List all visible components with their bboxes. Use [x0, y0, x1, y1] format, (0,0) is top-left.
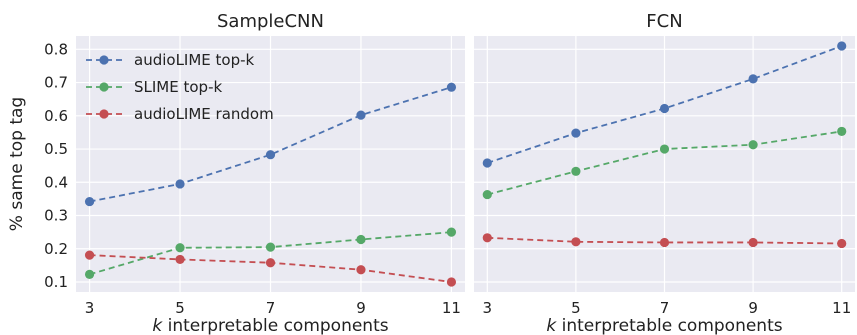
x-axis-label-rest-fcn: interpretable components — [556, 316, 783, 335]
series-audiolime-top-k — [482, 41, 847, 168]
data-point — [482, 158, 492, 168]
data-point — [837, 238, 847, 249]
data-point — [837, 41, 847, 51]
y-tick-label: 0.1 — [44, 273, 68, 291]
data-point — [356, 110, 366, 120]
series-line — [89, 86, 452, 203]
x-tick-label: 5 — [571, 299, 581, 317]
legend-item: SLIME top-k — [86, 78, 222, 96]
data-point — [175, 243, 185, 253]
data-point — [482, 189, 492, 200]
data-point — [659, 237, 670, 248]
legend-item: audioLIME top-k — [86, 51, 255, 69]
x-tick-label: 7 — [660, 299, 670, 317]
data-point — [84, 269, 95, 279]
legend-marker — [99, 109, 109, 119]
data-point — [571, 128, 581, 138]
y-axis-label: % same top tag — [7, 97, 27, 231]
x-tick-label: 11 — [442, 299, 461, 317]
data-point — [265, 258, 276, 268]
x-axis-label-italic-samplecnn: k — [152, 316, 163, 335]
legend-marker — [99, 82, 109, 92]
data-point — [175, 254, 185, 265]
data-point — [748, 140, 758, 150]
legend-label: SLIME top-k — [134, 78, 222, 96]
x-tick-label: 7 — [266, 299, 276, 317]
series-layer-fcn — [482, 41, 847, 249]
x-tick-label: 11 — [832, 299, 851, 317]
legend-marker — [99, 55, 109, 65]
data-point — [748, 74, 758, 84]
data-point — [265, 242, 276, 252]
series-slime-top-k — [84, 227, 457, 279]
data-point — [659, 144, 670, 154]
data-point — [446, 227, 457, 237]
x-axis-label-fcn: k interpretable components — [546, 316, 782, 335]
data-point — [175, 179, 185, 189]
x-axis-label-rest-samplecnn: interpretable components — [162, 316, 389, 335]
panel-samplecnn: 3 5 7 9 11 0.1 0.2 0.3 0.4 0.5 0.6 0.7 0.8 SampleCN… — [7, 11, 465, 335]
data-point — [84, 196, 95, 207]
series-slime-top-k — [482, 126, 847, 200]
x-tick-label: 9 — [748, 299, 758, 317]
data-point — [356, 234, 366, 245]
x-ticks-samplecnn: 3 5 7 9 11 — [85, 299, 461, 317]
y-tick-label: 0.2 — [44, 240, 68, 258]
series-line — [487, 236, 842, 245]
data-point — [446, 277, 457, 287]
series-audiolime-top-k — [84, 82, 457, 207]
series-audiolime-random — [482, 233, 847, 249]
x-axis-label-italic-fcn: k — [546, 316, 557, 335]
chart-title-samplecnn: SampleCNN — [217, 11, 324, 32]
grid-samplecnn — [76, 36, 465, 292]
x-tick-label: 3 — [85, 299, 95, 317]
data-point — [84, 250, 95, 260]
legend: audioLIME top-k SLIME top-k audioLIME rand… — [86, 51, 274, 123]
data-point — [837, 126, 847, 137]
data-point — [748, 237, 758, 248]
series-layer-samplecnn — [84, 82, 457, 287]
legend-item: audioLIME random — [86, 105, 274, 123]
legend-label: audioLIME random — [134, 105, 274, 123]
x-ticks-fcn: 3 5 7 9 11 — [483, 299, 852, 317]
data-point — [659, 103, 670, 114]
panel-fcn: 3 5 7 9 11 FCN k interpretable components — [474, 11, 855, 335]
data-point — [265, 150, 276, 160]
data-point — [446, 82, 457, 92]
data-point — [482, 233, 492, 243]
x-tick-label: 5 — [175, 299, 185, 317]
data-point — [356, 265, 366, 275]
legend-label: audioLIME top-k — [134, 51, 255, 69]
x-tick-label: 3 — [483, 299, 493, 317]
y-tick-label: 0.7 — [44, 74, 68, 92]
x-tick-label: 9 — [356, 299, 366, 317]
y-tick-label: 0.8 — [44, 40, 68, 58]
chart-title-fcn: FCN — [646, 11, 682, 32]
y-tick-label: 0.4 — [44, 173, 68, 191]
data-point — [571, 237, 581, 247]
x-axis-label-samplecnn: k interpretable components — [152, 316, 388, 335]
y-tick-label: 0.6 — [44, 107, 68, 125]
y-ticks-samplecnn: 0.1 0.2 0.3 0.4 0.5 0.6 0.7 0.8 — [44, 40, 68, 291]
data-point — [571, 166, 581, 176]
y-tick-label: 0.3 — [44, 207, 68, 225]
y-tick-label: 0.5 — [44, 140, 68, 158]
series-audiolime-random — [84, 250, 457, 287]
